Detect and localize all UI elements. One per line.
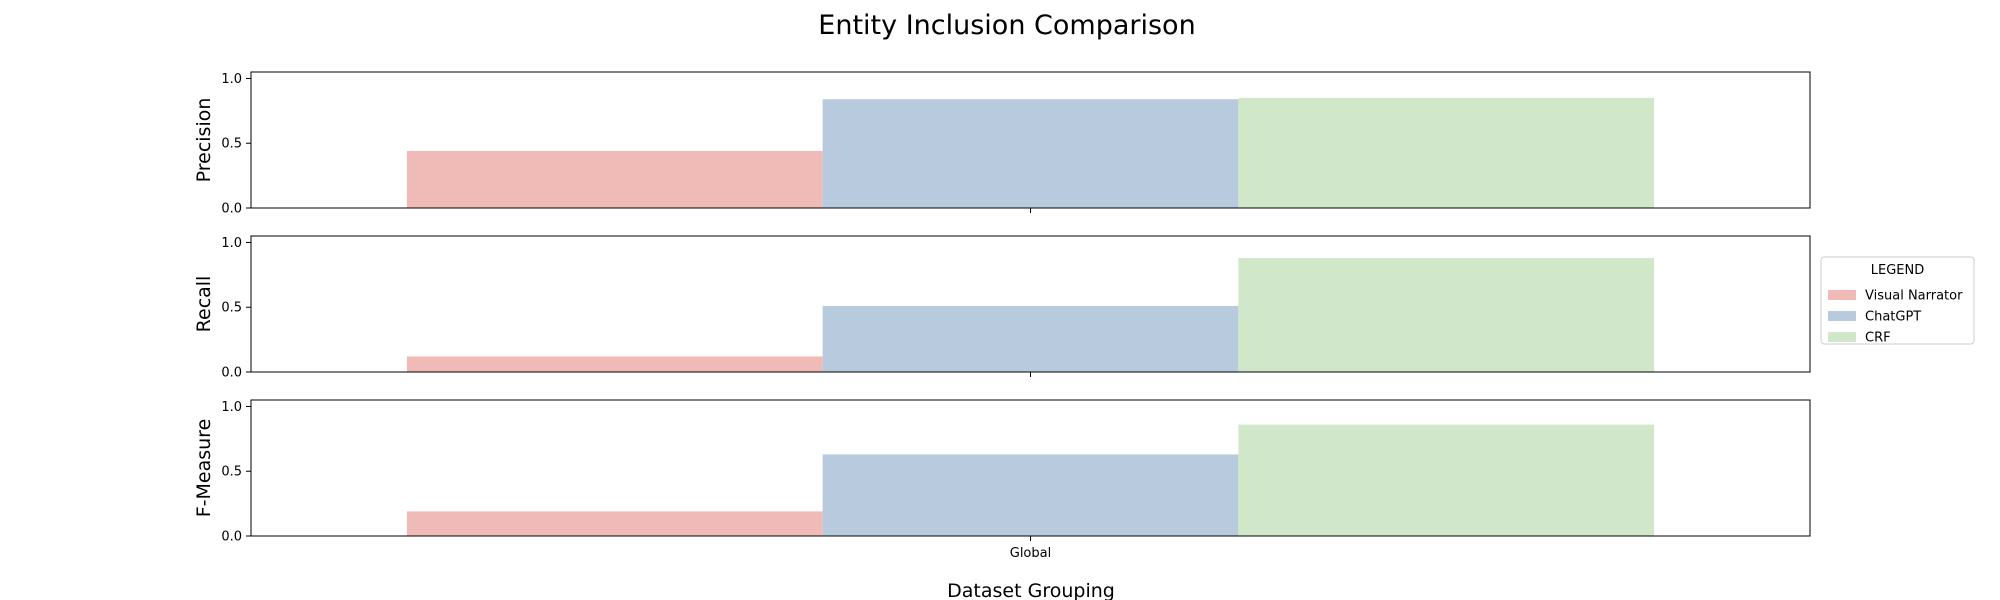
y-tick-label: 0.0: [221, 530, 242, 545]
y-axis-title: Recall: [193, 276, 215, 333]
legend-label-crf: CRF: [1865, 331, 1891, 346]
legend-label-chatgpt: ChatGPT: [1865, 310, 1921, 325]
legend-box: [1820, 256, 1975, 345]
y-tick-label: 0.0: [221, 202, 242, 217]
chart-title: Entity Inclusion Comparison: [818, 10, 1195, 41]
bar-f-measure-crf: [1238, 424, 1655, 536]
legend: LEGEND Visual Narrator ChatGPT CRF: [1820, 256, 1975, 346]
legend-title: LEGEND: [1871, 263, 1924, 278]
y-tick-label: 0.5: [221, 301, 242, 316]
y-axis-title: Precision: [193, 98, 215, 183]
y-tick-label: 0.5: [221, 137, 242, 152]
bar-precision-chatgpt: [822, 99, 1239, 208]
y-tick-label: 0.5: [221, 465, 242, 480]
bar-precision-crf: [1238, 97, 1655, 208]
bar-f-measure-chatgpt: [822, 454, 1239, 536]
y-tick-label: 1.0: [221, 72, 242, 87]
bar-recall-crf: [1238, 258, 1655, 372]
bar-recall-chatgpt: [822, 305, 1239, 372]
legend-swatch-chatgpt: [1828, 311, 1856, 321]
y-tick-label: 0.0: [221, 366, 242, 381]
bar-recall-visual-narrator: [406, 356, 823, 372]
panel-f-measure: 0.0 0.5 1.0 F-Measure Global: [193, 399, 1811, 561]
panel-precision: 0.0 0.5 1.0 Precision: [193, 71, 1811, 217]
legend-swatch-crf: [1828, 332, 1856, 342]
y-axis-title: F-Measure: [193, 419, 215, 518]
panel-recall: 0.0 0.5 1.0 Recall: [193, 235, 1811, 381]
bar-f-measure-visual-narrator: [406, 511, 823, 536]
x-axis-title: Dataset Grouping: [947, 580, 1115, 600]
y-tick-label: 1.0: [221, 236, 242, 251]
legend-swatch-visual-narrator: [1828, 290, 1856, 300]
y-tick-label: 1.0: [221, 400, 242, 415]
legend-label-visual-narrator: Visual Narrator: [1865, 289, 1963, 304]
panels-group: 0.0 0.5 1.0 Precision 0.0 0.5 1.0 Recall 0.0 0.5 1…: [193, 71, 1811, 561]
x-tick-label: Global: [1010, 546, 1051, 561]
bar-precision-visual-narrator: [406, 151, 823, 208]
